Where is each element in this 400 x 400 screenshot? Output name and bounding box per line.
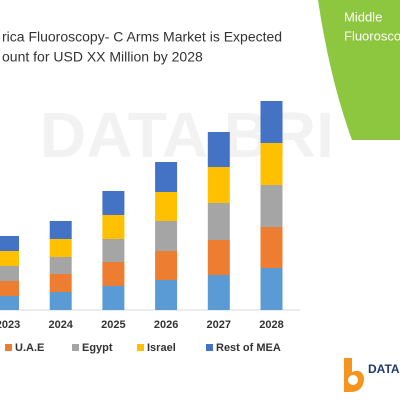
bar-segment [102,239,125,262]
logo-text: DATA [368,362,400,376]
side-panel-text: Middle [344,9,382,24]
x-tick-label: 2023 [0,319,20,331]
bar-segment [155,162,178,192]
bar-segment [102,191,125,215]
bar-segment [155,221,178,251]
bar-segment [49,221,72,239]
bar-segment [207,203,230,240]
legend-swatch [5,344,12,351]
bar-segment [260,143,283,185]
bar-segment [155,192,178,221]
bar-segment [155,280,178,310]
bar-segment [207,240,230,275]
bar-segment [207,132,230,167]
x-tick-label: 2026 [154,319,178,331]
bar-segment [49,274,72,292]
legend-label: Egypt [82,342,113,354]
bar-segment [207,167,230,203]
legend-label: Israel [147,342,176,354]
chart-title: rica Fluoroscopy- C Arms Market is Expec… [2,29,282,45]
side-panel [318,0,400,140]
bar-segment [260,227,283,268]
x-tick-label: 2028 [259,319,283,331]
bar-segment [155,251,178,280]
bar-segment [207,275,230,310]
x-tick-label: 2024 [48,319,73,331]
legend-swatch [72,344,79,351]
chart-title: ount for USD XX Million by 2028 [2,49,203,65]
bar-segment [260,268,283,310]
bar-segment [0,251,19,266]
legend-swatch [137,344,144,351]
bar-segment [0,296,19,310]
side-panel-text: Fluorosco [344,28,400,43]
bar-segment [49,257,72,274]
bar-segment [102,262,125,286]
legend-swatch [206,344,213,351]
x-tick-label: 2025 [101,319,125,331]
bar-segment [0,266,19,281]
legend-label: U.A.E [15,342,44,354]
bar-segment [49,292,72,310]
watermark: DATA BRI [40,99,334,171]
bar-segment [0,236,19,251]
bar-segment [49,239,72,257]
bar-segment [260,185,283,227]
bar-segment [260,101,283,143]
legend-label: Rest of MEA [216,342,281,354]
x-tick-label: 2027 [207,319,231,331]
bar-segment [102,215,125,239]
bar-segment [0,281,19,296]
logo: DATA [344,358,400,392]
bar-segment [102,286,125,310]
